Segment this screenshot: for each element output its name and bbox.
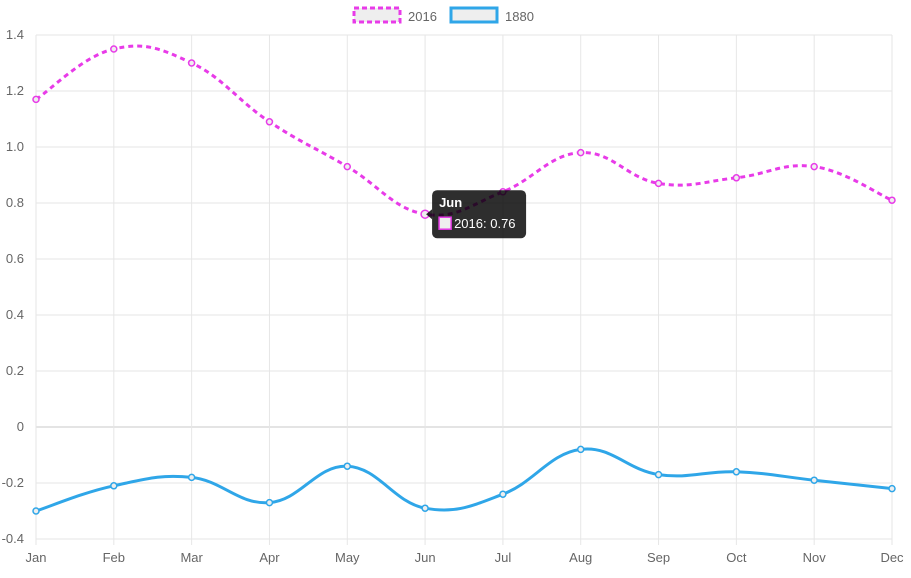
- data-point-1880: [654, 470, 663, 479]
- y-tick-label: 0.6: [6, 251, 24, 266]
- data-point-1880: [187, 473, 196, 482]
- data-point-2016: [187, 59, 196, 67]
- legend-swatch-2016: [352, 6, 402, 24]
- y-tick-label: 0.4: [6, 307, 24, 322]
- x-tick-label: Aug: [569, 550, 592, 565]
- data-point-1880: [499, 490, 507, 498]
- data-point-1880: [888, 484, 896, 493]
- data-point-2016: [265, 118, 274, 126]
- grid: [35, 34, 893, 545]
- data-point-1880: [265, 498, 274, 507]
- x-tick-label: Dec: [880, 550, 904, 565]
- tooltip-title: Jun: [439, 195, 462, 210]
- tooltip: Jun 2016: 0.76: [426, 190, 527, 239]
- tooltip-caret: [426, 209, 433, 220]
- data-point-2016: [343, 162, 352, 171]
- x-tick-label: Sep: [647, 550, 670, 565]
- x-tick-label: Feb: [103, 550, 125, 565]
- data-point-1880: [732, 468, 741, 476]
- legend[interactable]: 2016 1880: [352, 6, 534, 24]
- x-tick-label: May: [335, 550, 360, 565]
- tooltip-swatch: [438, 216, 452, 230]
- y-tick-label: 1.4: [6, 27, 24, 42]
- y-tick-label: 0.8: [6, 195, 24, 210]
- data-point-2016: [810, 162, 818, 171]
- y-tick-label: 1.0: [6, 139, 24, 154]
- data-point-1880: [110, 482, 118, 490]
- legend-label: 2016: [408, 9, 437, 24]
- data-point-1880: [343, 462, 352, 470]
- data-point-2016: [888, 196, 896, 204]
- x-tick-label: Apr: [259, 550, 280, 565]
- y-tick-label: -0.2: [2, 475, 24, 490]
- data-point-2016: [654, 179, 663, 188]
- x-tick-label: Nov: [803, 550, 827, 565]
- legend-label: 1880: [505, 9, 534, 24]
- tooltip-box: [432, 190, 527, 239]
- data-point-2016: [110, 45, 118, 53]
- y-tick-label: 0: [17, 419, 24, 434]
- data-point-1880: [32, 507, 40, 515]
- series-line-2016: [35, 44, 893, 217]
- data-point-2016: [732, 174, 741, 182]
- series: [32, 44, 896, 515]
- data-point-1880: [576, 445, 585, 454]
- y-tick-label: 1.2: [6, 83, 24, 98]
- data-point-2016: [32, 95, 40, 104]
- legend-swatch-1880: [449, 6, 499, 24]
- y-tick-label: 0.2: [6, 363, 24, 378]
- x-tick-label: Oct: [726, 550, 747, 565]
- data-point-1880: [421, 504, 429, 512]
- x-tick-label: Jan: [26, 550, 47, 565]
- tooltip-label: 2016: 0.76: [454, 216, 515, 231]
- x-tick-label: Jul: [495, 550, 512, 565]
- series-line-1880: [35, 447, 893, 513]
- data-point-2016: [576, 148, 585, 157]
- x-tick-label: Mar: [180, 550, 203, 565]
- y-tick-label: -0.4: [2, 531, 24, 546]
- data-point-1880: [810, 476, 818, 484]
- x-tick-label: Jun: [415, 550, 436, 565]
